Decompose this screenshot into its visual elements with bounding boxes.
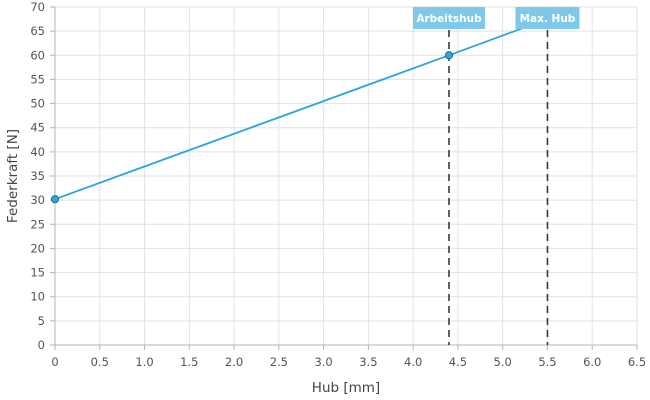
y-tick-label: 55 (30, 72, 45, 86)
x-tick-label: 4.0 (404, 355, 422, 369)
reference-label: Max. Hub (520, 13, 576, 25)
x-tick-label: 3.5 (359, 355, 377, 369)
x-tick-label: 6.5 (628, 355, 646, 369)
series-line (54, 18, 548, 201)
y-tick-label: 40 (30, 145, 45, 159)
y-tick-label: 45 (30, 121, 45, 135)
x-tick-label: 5.5 (538, 355, 556, 369)
x-tick-label: 0.5 (91, 355, 109, 369)
reference-label: Arbeitshub (416, 13, 482, 25)
y-tick-label: 70 (30, 0, 45, 14)
x-tick-label: 0 (51, 355, 58, 369)
reference-label-box (515, 7, 580, 29)
data-point (50, 195, 60, 204)
data-point (444, 51, 454, 60)
y-axis-title: Federkraft [N] (5, 129, 21, 223)
reference-label-box (412, 7, 485, 29)
x-tick-label: 4.5 (449, 355, 467, 369)
y-tick-label: 10 (30, 290, 45, 304)
y-tick-label: 60 (30, 48, 45, 62)
x-tick-label: 5.0 (494, 355, 512, 369)
reference-labels: Arbeitshub Max. Hub (412, 7, 580, 29)
x-tick-label: 2.0 (225, 355, 243, 369)
x-tick-label: 6.0 (583, 355, 601, 369)
x-tick-label: 2.5 (270, 355, 288, 369)
y-tick-label: 65 (30, 24, 45, 38)
y-tick-label: 35 (30, 169, 45, 183)
y-tick-label: 20 (30, 241, 45, 255)
series-layer (50, 14, 552, 204)
axes: 0 0.5 1.0 1.5 2.0 2.5 3.0 3.5 4.0 4.5 5.0 5.5 6.0 6.5… (30, 0, 646, 369)
y-tick-label: 15 (30, 266, 45, 280)
y-tick-label: 50 (30, 97, 45, 111)
x-tick-label: 3.0 (314, 355, 332, 369)
grid (54, 6, 638, 346)
x-tick-label: 1.0 (135, 355, 153, 369)
reference-lines (448, 18, 549, 345)
y-tick-label: 25 (30, 217, 45, 231)
y-tick-label: 5 (38, 314, 45, 328)
x-tick-label: 1.5 (180, 355, 198, 369)
y-tick-label: 0 (38, 338, 45, 352)
y-tick-label: 30 (30, 193, 45, 207)
x-axis-title: Hub [mm] (312, 380, 380, 396)
